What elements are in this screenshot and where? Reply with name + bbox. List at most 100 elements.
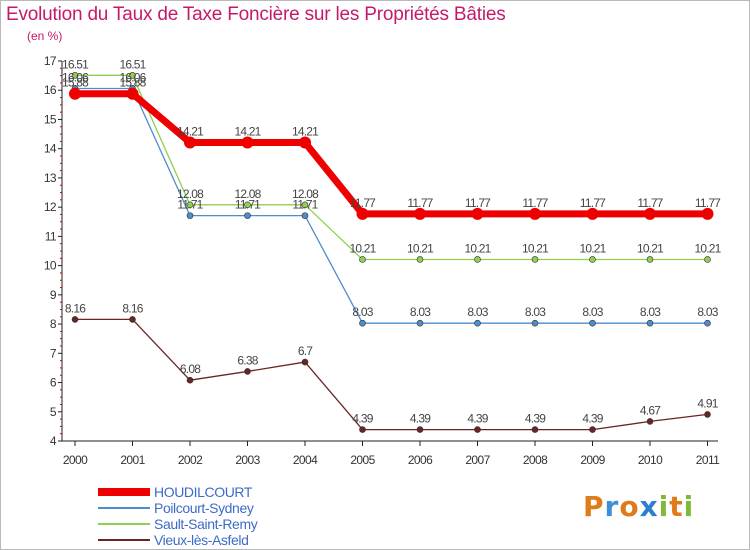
data-label: 6.38 (237, 353, 258, 367)
data-point (359, 256, 366, 263)
data-point (299, 136, 311, 149)
data-label: 6.08 (180, 362, 201, 376)
data-point (244, 212, 251, 219)
data-label: 11.77 (695, 196, 721, 210)
data-point (241, 136, 254, 149)
data-point (416, 319, 424, 327)
data-point (71, 72, 79, 79)
data-label: 4.39 (410, 412, 431, 426)
legend-label: Poilcourt-Sydney (154, 500, 254, 516)
data-point (359, 319, 366, 327)
legend-label: HOUDILCOURT (154, 484, 253, 500)
data-point (359, 426, 366, 433)
data-label: 10.21 (637, 241, 664, 255)
x-tick-label: 2006 (408, 453, 433, 467)
data-label: 4.39 (525, 412, 546, 426)
y-tick-label: 11 (45, 229, 57, 243)
x-tick-label: 2001 (120, 453, 145, 467)
y-tick-label: 16 (44, 83, 57, 97)
chart-title: Evolution du Taux de Taxe Foncière sur l… (6, 4, 506, 25)
x-tick-label: 2005 (350, 453, 375, 467)
data-label: 8.03 (640, 305, 661, 319)
data-point (646, 319, 654, 327)
data-label: 11.71 (177, 198, 203, 212)
data-label: 10.21 (407, 241, 434, 255)
y-tick-label: 4 (50, 434, 57, 448)
data-point (471, 207, 484, 220)
series-line-sault-saint-remy (74, 74, 709, 261)
data-label: 11.71 (292, 198, 318, 212)
data-point (414, 207, 426, 220)
legend-swatch (98, 507, 150, 509)
data-point (416, 426, 424, 433)
legend-swatch (98, 523, 150, 525)
legend-swatch (98, 488, 150, 496)
data-label: 8.16 (65, 301, 86, 315)
data-label: 8.03 (410, 305, 431, 319)
logo-letter: r (604, 490, 620, 523)
data-point (701, 207, 714, 220)
data-point (589, 319, 596, 327)
line-chart: 4 5 6 7 8 9 10 11 12 13 14 15 16 17 2000 2001 2002 2003 20… (44, 54, 723, 467)
data-point (474, 319, 481, 327)
data-label: 16.06 (62, 70, 89, 84)
data-label: 4.39 (467, 412, 488, 426)
data-label: 14.21 (177, 125, 204, 139)
data-point (186, 201, 194, 209)
x-tick-label: 2007 (465, 453, 490, 467)
y-tick-label: 7 (50, 346, 57, 360)
data-label: 14.21 (292, 125, 319, 139)
data-label: 4.39 (582, 412, 603, 426)
logo-letter: t (669, 490, 684, 523)
data-point (529, 207, 541, 220)
logo-letter: P (583, 490, 605, 523)
data-point (186, 376, 194, 384)
data-point (646, 256, 654, 263)
data-point (644, 207, 656, 220)
data-point (301, 212, 309, 219)
proxiti-logo: Proxiti (583, 490, 694, 523)
series-line-poilcourt-sydney (74, 87, 709, 324)
chart-data-labels: 8.16 8.16 6.08 6.38 6.7 4.39 4.39 4.39 4.39 4.39 4… (62, 57, 722, 425)
data-label: 10.21 (349, 241, 376, 255)
logo-letter: x (639, 490, 659, 523)
y-tick-label: 15 (44, 112, 57, 126)
data-label: 11.77 (407, 196, 433, 210)
data-label: 11.71 (235, 198, 261, 212)
data-point (71, 316, 79, 323)
data-point (244, 368, 251, 375)
data-label: 4.67 (640, 403, 661, 417)
data-label: 16.51 (62, 57, 89, 71)
data-label: 10.21 (464, 241, 491, 255)
data-point (129, 72, 136, 79)
data-label: 8.03 (467, 305, 488, 319)
logo-letter: i (658, 490, 670, 523)
data-point (244, 201, 251, 209)
y-tick-label: 13 (44, 171, 57, 185)
data-label: 12.08 (234, 187, 261, 201)
data-point (186, 212, 194, 219)
data-point (589, 256, 596, 263)
data-label: 4.91 (697, 396, 718, 410)
legend-swatch (98, 539, 150, 541)
x-tick-label: 2009 (580, 453, 605, 467)
x-tick-label: 2003 (235, 453, 260, 467)
data-label: 4.39 (352, 412, 373, 426)
chart-series-layer (69, 72, 714, 433)
data-label: 8.03 (697, 305, 718, 319)
data-point (129, 316, 136, 323)
logo-letter: i (683, 490, 695, 523)
data-label: 14.21 (234, 125, 261, 139)
chart-axes: 4 5 6 7 8 9 10 11 12 13 14 15 16 17 2000 2001 2002 2003 20… (44, 54, 721, 467)
data-point (531, 319, 539, 327)
data-label: 8.16 (122, 301, 143, 315)
data-point (704, 411, 711, 418)
x-tick-label: 2002 (178, 453, 203, 467)
y-tick-label: 10 (44, 259, 57, 273)
data-label: 8.03 (352, 305, 373, 319)
data-label: 16.51 (119, 57, 146, 71)
data-point (704, 319, 711, 327)
data-label: 8.03 (525, 305, 546, 319)
data-point (704, 256, 711, 263)
data-label: 15.88 (62, 76, 89, 90)
